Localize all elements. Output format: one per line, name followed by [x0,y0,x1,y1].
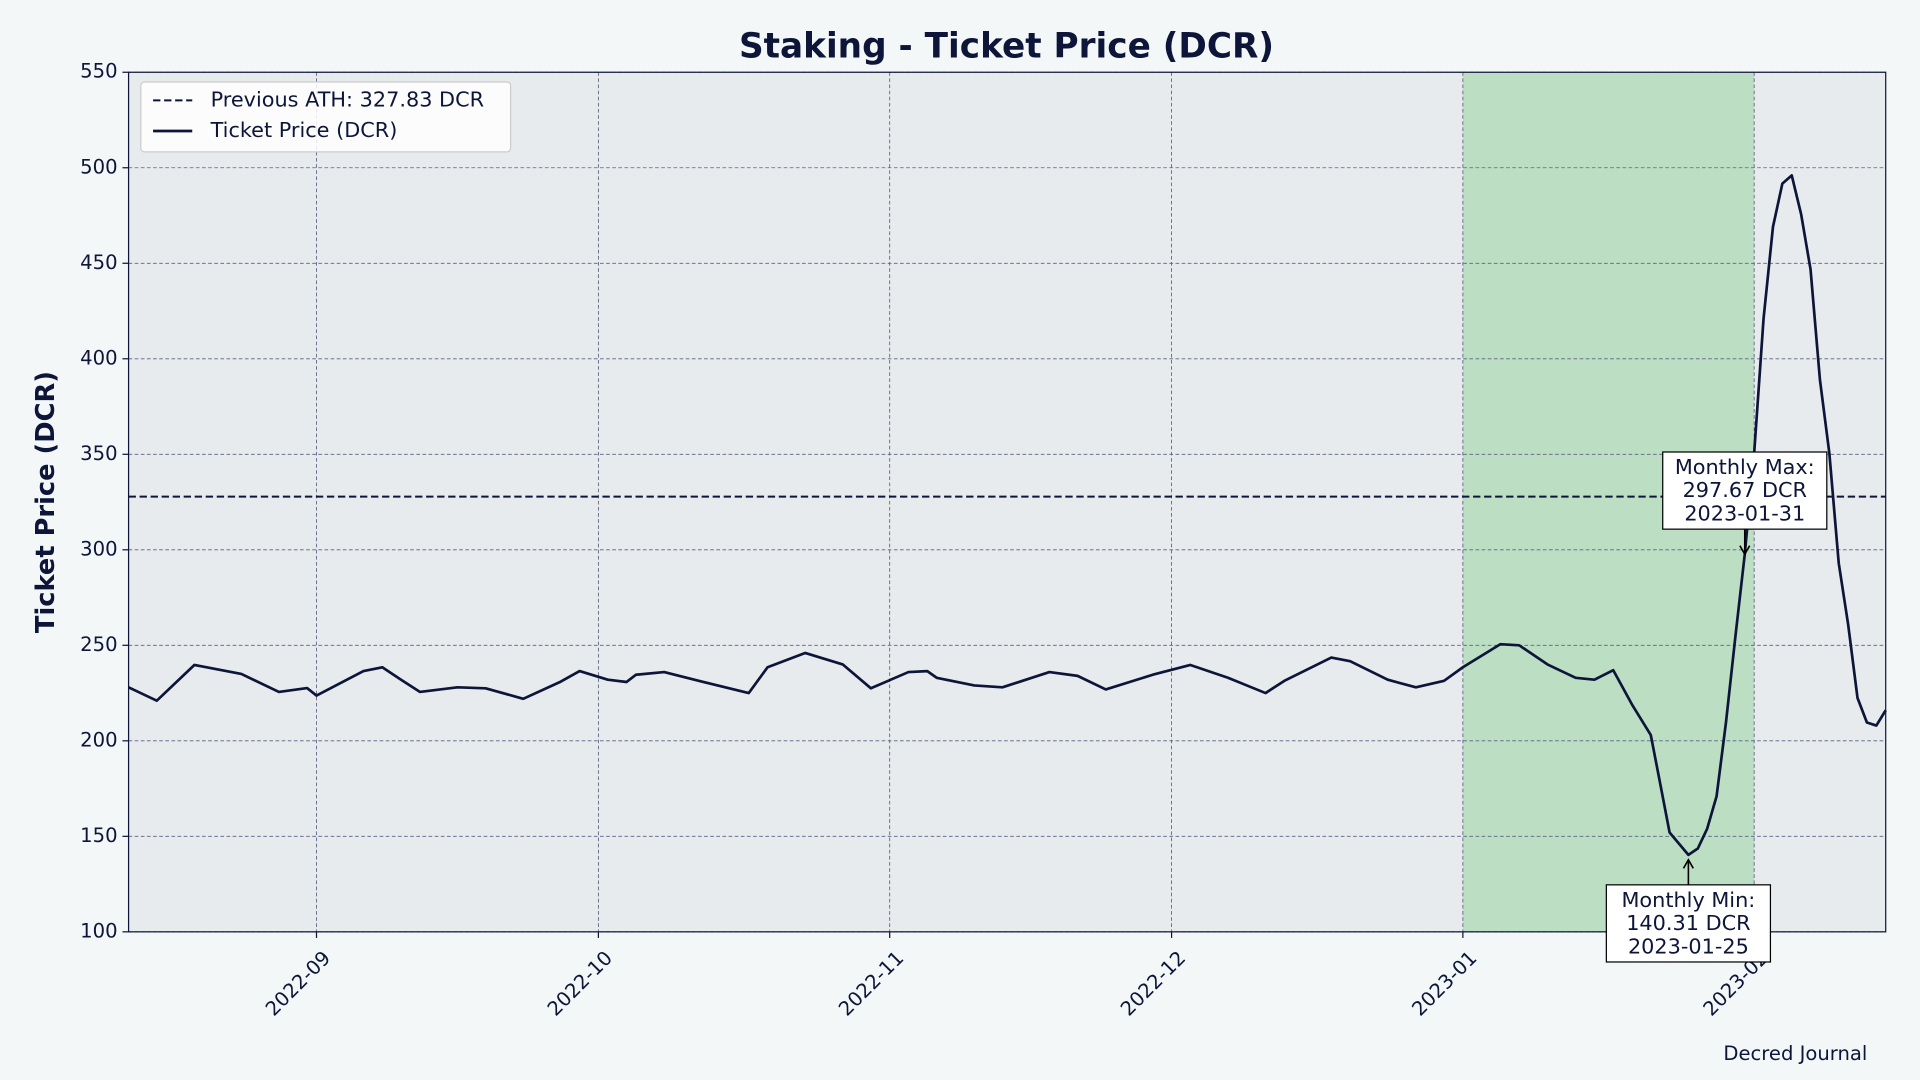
y-tick-label: 500 [80,155,117,178]
y-tick-label: 200 [80,728,117,751]
data-line [127,174,1887,857]
legend-label: Previous ATH: 327.83 DCR [211,87,484,111]
y-tick-label: 350 [80,442,117,465]
y-tick-label: 150 [80,824,117,847]
legend-label: Ticket Price (DCR) [210,118,398,142]
annotation-text: 140.31 DCR [1626,911,1750,935]
annotation-arrowhead [1739,545,1751,556]
plot-frame [127,71,1887,933]
footer: Decred Journal [1723,1042,1867,1065]
annotation-arrowhead [1682,858,1694,869]
x-tick-label: 2023-01 [1407,946,1481,1020]
legend-box [140,81,512,153]
y-tick-label: 250 [80,633,117,656]
annotation-box [1605,884,1772,963]
y-tick-label: 450 [80,251,117,274]
x-tick-label: 2022-11 [834,946,908,1020]
x-tick-label: 2022-09 [261,946,335,1020]
y-tick-label: 100 [80,919,117,942]
x-tick-label: 2022-12 [1116,946,1190,1020]
x-tick-label: 2022-10 [543,946,617,1020]
y-axis-label: Ticket Price (DCR) [31,371,61,633]
annotation-text: 297.67 DCR [1683,478,1807,502]
chart-title: Staking - Ticket Price (DCR) [739,26,1274,66]
annotation-text: Monthly Max: [1675,455,1815,479]
y-tick-label: 400 [80,346,117,369]
annotation-box [1662,451,1828,530]
annotation-text: 2023-01-31 [1684,501,1805,525]
annotation-text: 2023-01-25 [1628,934,1749,958]
y-tick-label: 550 [80,60,117,83]
annotation-text: Monthly Min: [1621,888,1755,912]
y-tick-label: 300 [80,537,117,560]
